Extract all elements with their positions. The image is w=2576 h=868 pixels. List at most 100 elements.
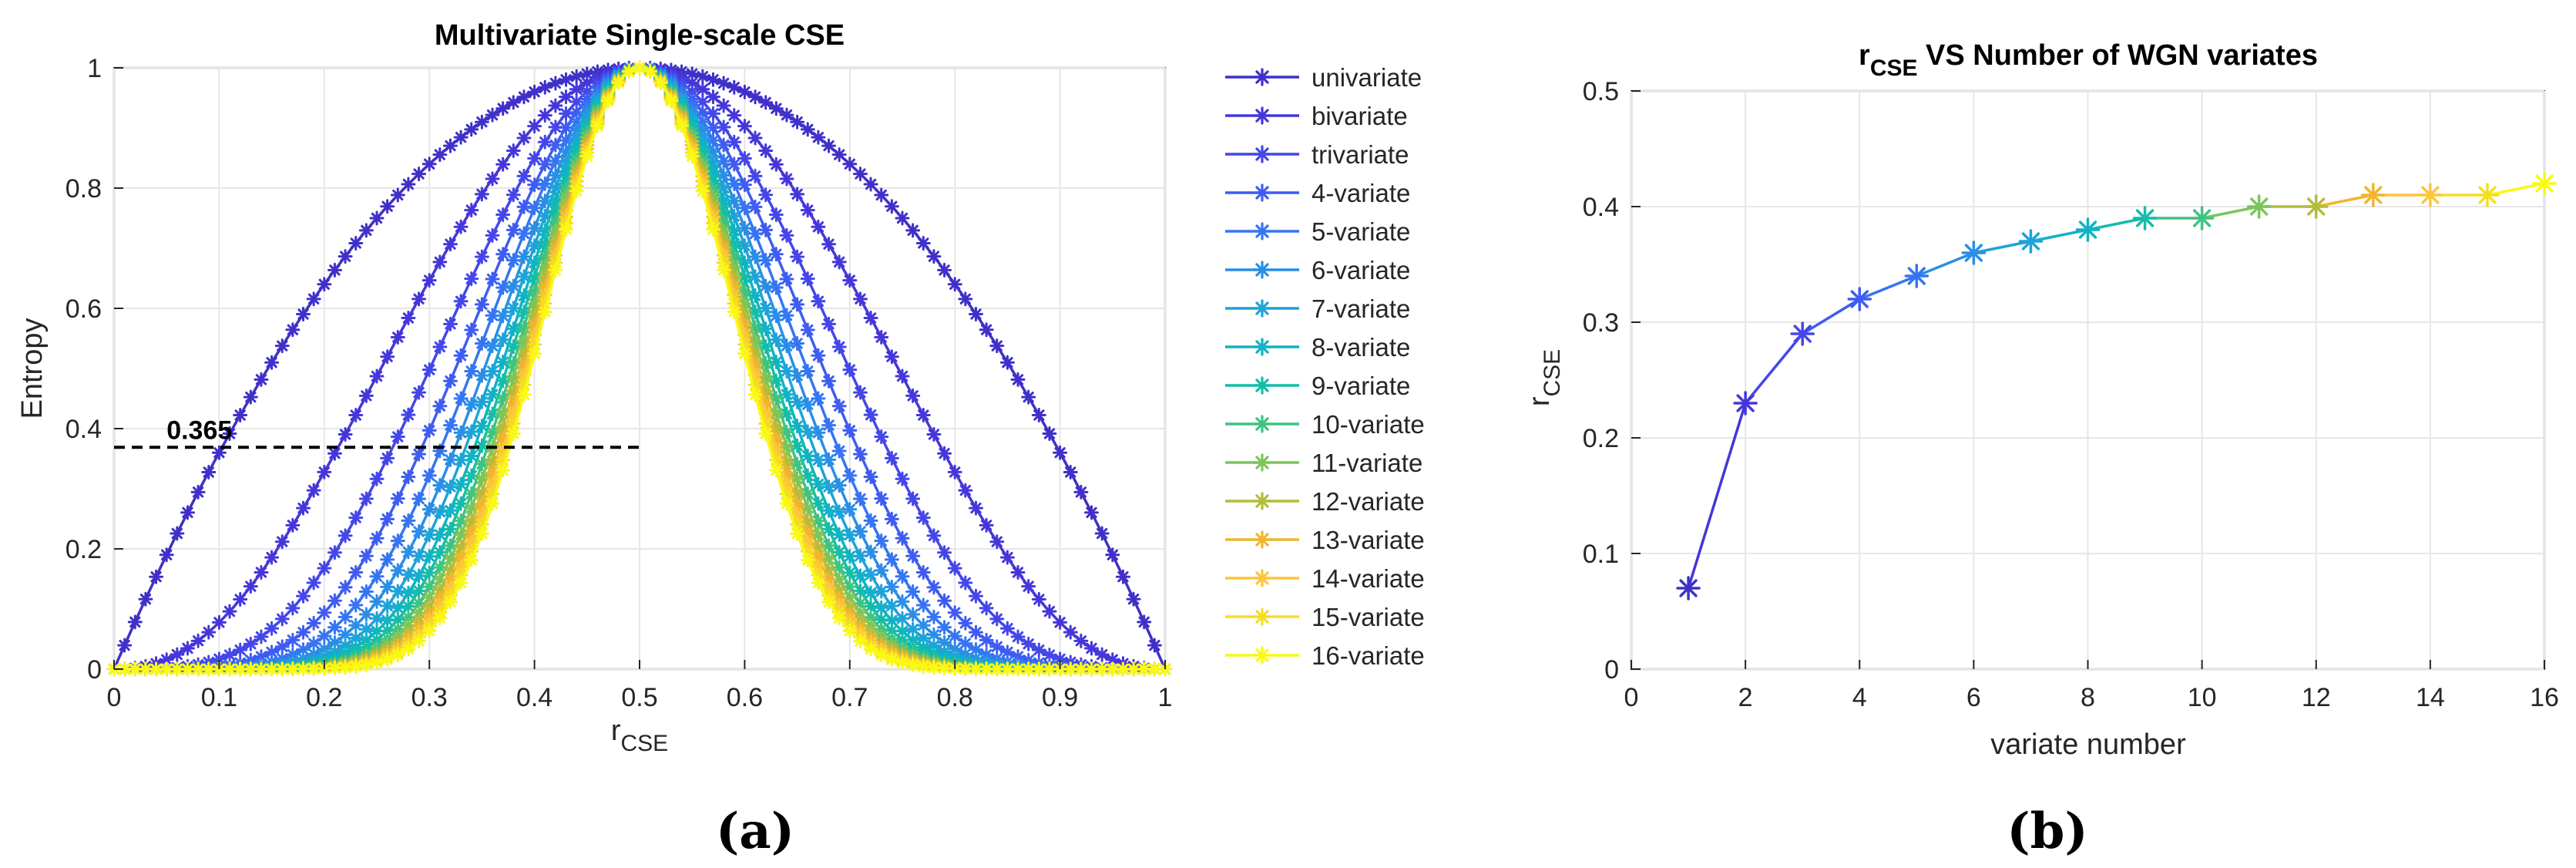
data-point-marker — [338, 528, 353, 543]
data-point-marker — [453, 130, 469, 145]
data-point-marker — [495, 101, 511, 116]
data-point-marker — [505, 222, 521, 237]
data-point-marker — [327, 446, 342, 461]
data-point-marker — [800, 397, 815, 412]
legend-swatch-marker — [1253, 183, 1271, 202]
data-point-marker — [1053, 445, 1068, 460]
data-point-marker — [296, 306, 311, 321]
data-point-marker — [559, 221, 574, 237]
legend-label: bivariate — [1312, 102, 1408, 130]
data-point-marker — [895, 530, 910, 546]
data-point-marker — [138, 591, 153, 607]
data-point-marker — [874, 563, 889, 578]
data-point-marker — [874, 429, 889, 445]
data-point-marker — [905, 388, 921, 403]
data-point-marker — [831, 504, 847, 520]
data-point-marker — [863, 177, 878, 192]
data-point-marker — [474, 526, 489, 541]
data-point-marker — [758, 253, 774, 268]
data-point-marker — [811, 130, 826, 145]
data-point-marker — [380, 598, 395, 614]
data-point-marker — [2246, 194, 2272, 219]
data-point-marker — [569, 82, 584, 97]
data-point-marker — [369, 530, 385, 546]
data-point-marker — [1094, 526, 1110, 541]
data-point-marker — [527, 151, 542, 167]
data-point-marker — [884, 652, 899, 668]
x-tick-label: 0.2 — [306, 683, 342, 712]
data-point-marker — [842, 273, 858, 288]
y-tick-label: 0.3 — [1583, 308, 1619, 338]
legend-item: 15-variate — [1225, 603, 1425, 631]
data-point-marker — [170, 526, 185, 541]
data-point-marker — [947, 628, 962, 644]
data-point-marker — [516, 168, 532, 183]
data-point-marker — [874, 648, 889, 663]
data-point-marker — [716, 262, 731, 278]
data-point-marker — [1010, 372, 1026, 387]
data-point-marker — [716, 76, 731, 91]
data-point-marker — [831, 147, 847, 163]
data-point-marker — [811, 476, 826, 492]
data-point-marker — [895, 569, 910, 584]
data-point-marker — [421, 273, 437, 288]
data-point-marker — [201, 624, 217, 640]
data-point-marker — [233, 661, 248, 677]
data-point-marker — [264, 550, 280, 565]
data-point-marker — [947, 464, 962, 479]
data-point-marker — [2475, 183, 2500, 207]
data-point-marker — [1031, 592, 1046, 607]
data-point-marker — [442, 138, 458, 153]
data-point-marker — [432, 254, 448, 270]
data-point-marker — [1063, 624, 1078, 640]
x-tick-label: 0.5 — [621, 683, 657, 712]
data-point-marker — [559, 106, 574, 121]
legend-label: univariate — [1312, 63, 1422, 92]
data-point-marker — [1137, 614, 1152, 630]
data-point-marker — [821, 237, 837, 252]
data-point-marker — [369, 655, 385, 671]
data-point-marker — [190, 633, 206, 648]
data-point-marker — [495, 332, 511, 348]
data-point-marker — [495, 156, 511, 172]
legend-item: 12-variate — [1225, 487, 1425, 516]
data-point-marker — [211, 614, 227, 630]
data-point-marker — [243, 636, 258, 651]
data-point-marker — [937, 446, 952, 461]
data-point-marker — [790, 297, 805, 312]
legend-swatch-marker — [1253, 376, 1271, 395]
data-point-marker — [989, 338, 1005, 354]
data-point-marker — [464, 364, 479, 379]
data-point-marker — [505, 301, 521, 316]
data-point-marker — [464, 122, 479, 137]
data-point-marker — [401, 599, 416, 614]
data-point-marker — [1042, 648, 1057, 663]
legend-item: univariate — [1225, 63, 1422, 92]
data-point-marker — [421, 502, 437, 517]
data-point-marker — [254, 629, 269, 644]
data-point-marker — [222, 426, 237, 442]
data-point-marker — [1094, 647, 1110, 662]
data-point-marker — [380, 450, 395, 466]
data-point-marker — [401, 407, 416, 422]
data-point-marker — [1010, 564, 1026, 580]
data-point-marker — [842, 468, 858, 483]
panel-b-chart: 0 2 4 6 8 10 12 14 16 0 0.1 0.2 0.3 0.4 0.5 rCSE VS Nu… — [1523, 39, 2559, 761]
series-segment — [1744, 332, 1804, 405]
data-point-marker — [1676, 576, 1701, 601]
panel-a-title: Multivariate Single-scale CSE — [435, 19, 845, 52]
data-point-marker — [180, 505, 195, 520]
data-point-marker — [1021, 579, 1036, 594]
data-point-marker — [684, 66, 700, 82]
panel-a-ylabel: Entropy — [16, 318, 49, 419]
data-point-marker — [505, 95, 521, 110]
data-point-marker — [852, 524, 868, 540]
data-point-marker — [979, 661, 994, 677]
panel-b-title: rCSE VS Number of WGN variates — [1859, 39, 2318, 81]
data-point-marker — [338, 609, 353, 624]
data-point-marker — [790, 419, 805, 434]
data-point-marker — [338, 580, 353, 595]
data-point-marker — [915, 235, 931, 251]
data-point-marker — [348, 617, 364, 633]
data-point-marker — [327, 620, 342, 635]
